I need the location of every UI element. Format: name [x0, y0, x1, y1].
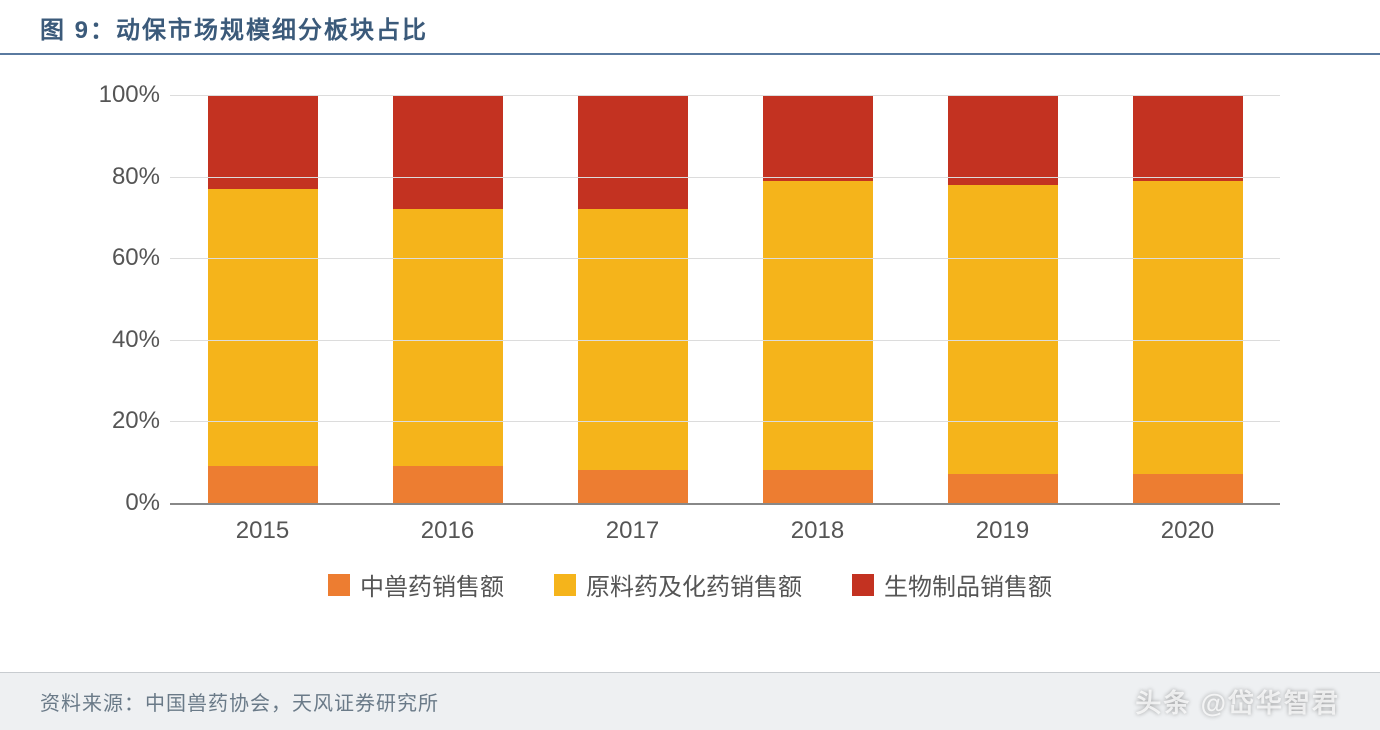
ytick-label: 60% — [90, 244, 160, 272]
bar-segment-s1 — [948, 474, 1058, 503]
bar-group: 2018 — [763, 95, 873, 503]
bar-segment-s1 — [1133, 474, 1243, 503]
gridline — [170, 95, 1280, 96]
bar-segment-s3 — [1133, 95, 1243, 181]
chart-area: 201520162017201820192020 0%20%40%60%80%1… — [60, 85, 1320, 555]
xtick-label: 2016 — [421, 517, 474, 545]
legend-label: 中兽药销售额 — [360, 567, 504, 602]
xtick-label: 2020 — [1161, 517, 1214, 545]
bar-segment-s2 — [1133, 181, 1243, 475]
plot-region: 201520162017201820192020 0%20%40%60%80%1… — [170, 95, 1280, 505]
gridline — [170, 421, 1280, 422]
bar-segment-s1 — [578, 470, 688, 503]
bar-segment-s3 — [208, 95, 318, 189]
title-bar: 图 9：动保市场规模细分板块占比 — [0, 0, 1380, 55]
bar-segment-s2 — [948, 185, 1058, 475]
legend-swatch — [328, 574, 350, 596]
xtick-label: 2019 — [976, 517, 1029, 545]
bar-segment-s1 — [763, 470, 873, 503]
bar-segment-s3 — [948, 95, 1058, 185]
xtick-label: 2017 — [606, 517, 659, 545]
figure-container: 图 9：动保市场规模细分板块占比 2015 2016 2017 2018 2019 202… — [0, 0, 1380, 730]
bar-segment-s1 — [393, 466, 503, 503]
legend-item: 原料药及化药销售额 — [554, 567, 802, 602]
bar-segment-s3 — [393, 95, 503, 209]
ytick-label: 20% — [90, 407, 160, 435]
bar-segment-s2 — [208, 189, 318, 466]
legend-item: 生物制品销售额 — [852, 567, 1052, 602]
bars-row: 2015 2016 2017 2018 2019 2020 — [170, 95, 1280, 503]
gridline — [170, 258, 1280, 259]
bar-segment-s3 — [763, 95, 873, 181]
bar-group: 2015 — [208, 95, 318, 503]
ytick-label: 100% — [90, 81, 160, 109]
legend-swatch — [554, 574, 576, 596]
xtick-label: 2015 — [236, 517, 289, 545]
source-text: 资料来源：中国兽药协会，天风证券研究所 — [40, 693, 439, 715]
legend-label: 原料药及化药销售额 — [586, 567, 802, 602]
bar-group: 2017 — [578, 95, 688, 503]
ytick-label: 40% — [90, 326, 160, 354]
bar-group: 2019 — [948, 95, 1058, 503]
ytick-label: 0% — [90, 489, 160, 517]
bar-segment-s1 — [208, 466, 318, 503]
legend-swatch — [852, 574, 874, 596]
bar-segment-s2 — [393, 209, 503, 466]
legend: 中兽药销售额 原料药及化药销售额 生物制品销售额 — [0, 567, 1380, 602]
ytick-label: 80% — [90, 163, 160, 191]
figure-title: 图 9：动保市场规模细分板块占比 — [40, 10, 1340, 45]
legend-item: 中兽药销售额 — [328, 567, 504, 602]
bar-group: 2016 — [393, 95, 503, 503]
legend-label: 生物制品销售额 — [884, 567, 1052, 602]
bar-group: 2020 — [1133, 95, 1243, 503]
gridline — [170, 340, 1280, 341]
bar-segment-s2 — [763, 181, 873, 471]
xtick-label: 2018 — [791, 517, 844, 545]
watermark: 头条 @岱华智君 — [1135, 683, 1340, 720]
bar-segment-s3 — [578, 95, 688, 209]
gridline — [170, 177, 1280, 178]
